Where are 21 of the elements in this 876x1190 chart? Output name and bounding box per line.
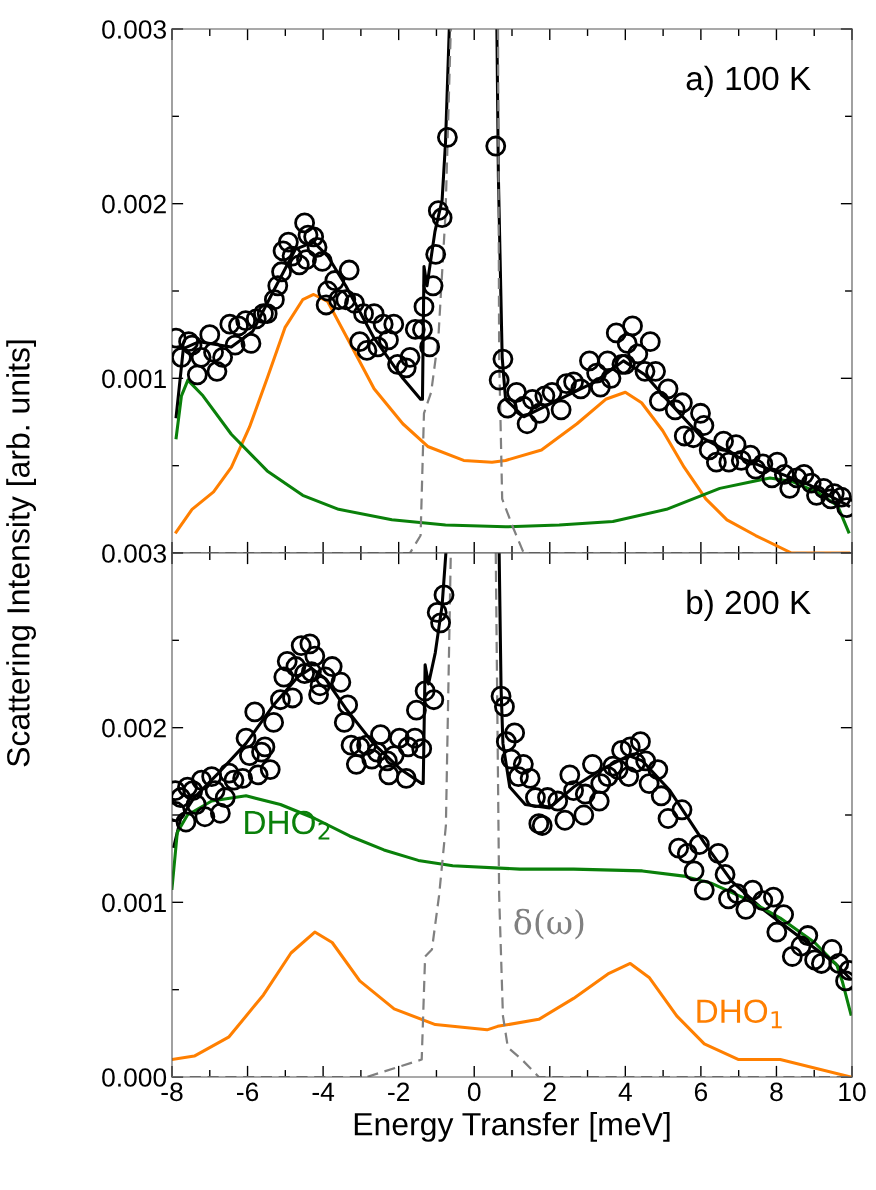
x-tick-label: 6 [694,1082,708,1102]
x-tick-label: 2 [543,1082,556,1101]
x-tick-label: -2 [388,1082,410,1101]
x-tick-label: 8 [770,1082,783,1102]
y-tick-label: 0.003 [102,20,166,39]
x-tick-label: -4 [312,1082,335,1101]
y-tick-label: 0.001 [102,369,166,389]
y-tick-label: 0.003 [102,544,166,563]
series-label: δ(ω) [514,908,584,940]
x-axis-title: Energy Transfer [meV] [354,1112,670,1142]
y-tick-label: 0.002 [102,718,166,738]
series-label: DHO$_{1}$ [697,999,782,1029]
y-axis-title: Scattering Intensity [arb. units] [6,340,36,767]
x-tick-label: -6 [237,1082,259,1102]
y-tick-label: 0.002 [102,194,166,214]
annotation: b) 200 K [687,589,811,621]
x-tick-label: 0 [467,1082,481,1102]
annotation: a) 100 K [686,65,811,97]
y-tick-label: 0.001 [102,893,166,913]
x-tick-label: 4 [618,1082,632,1101]
x-tick-label: 10 [839,1082,866,1102]
